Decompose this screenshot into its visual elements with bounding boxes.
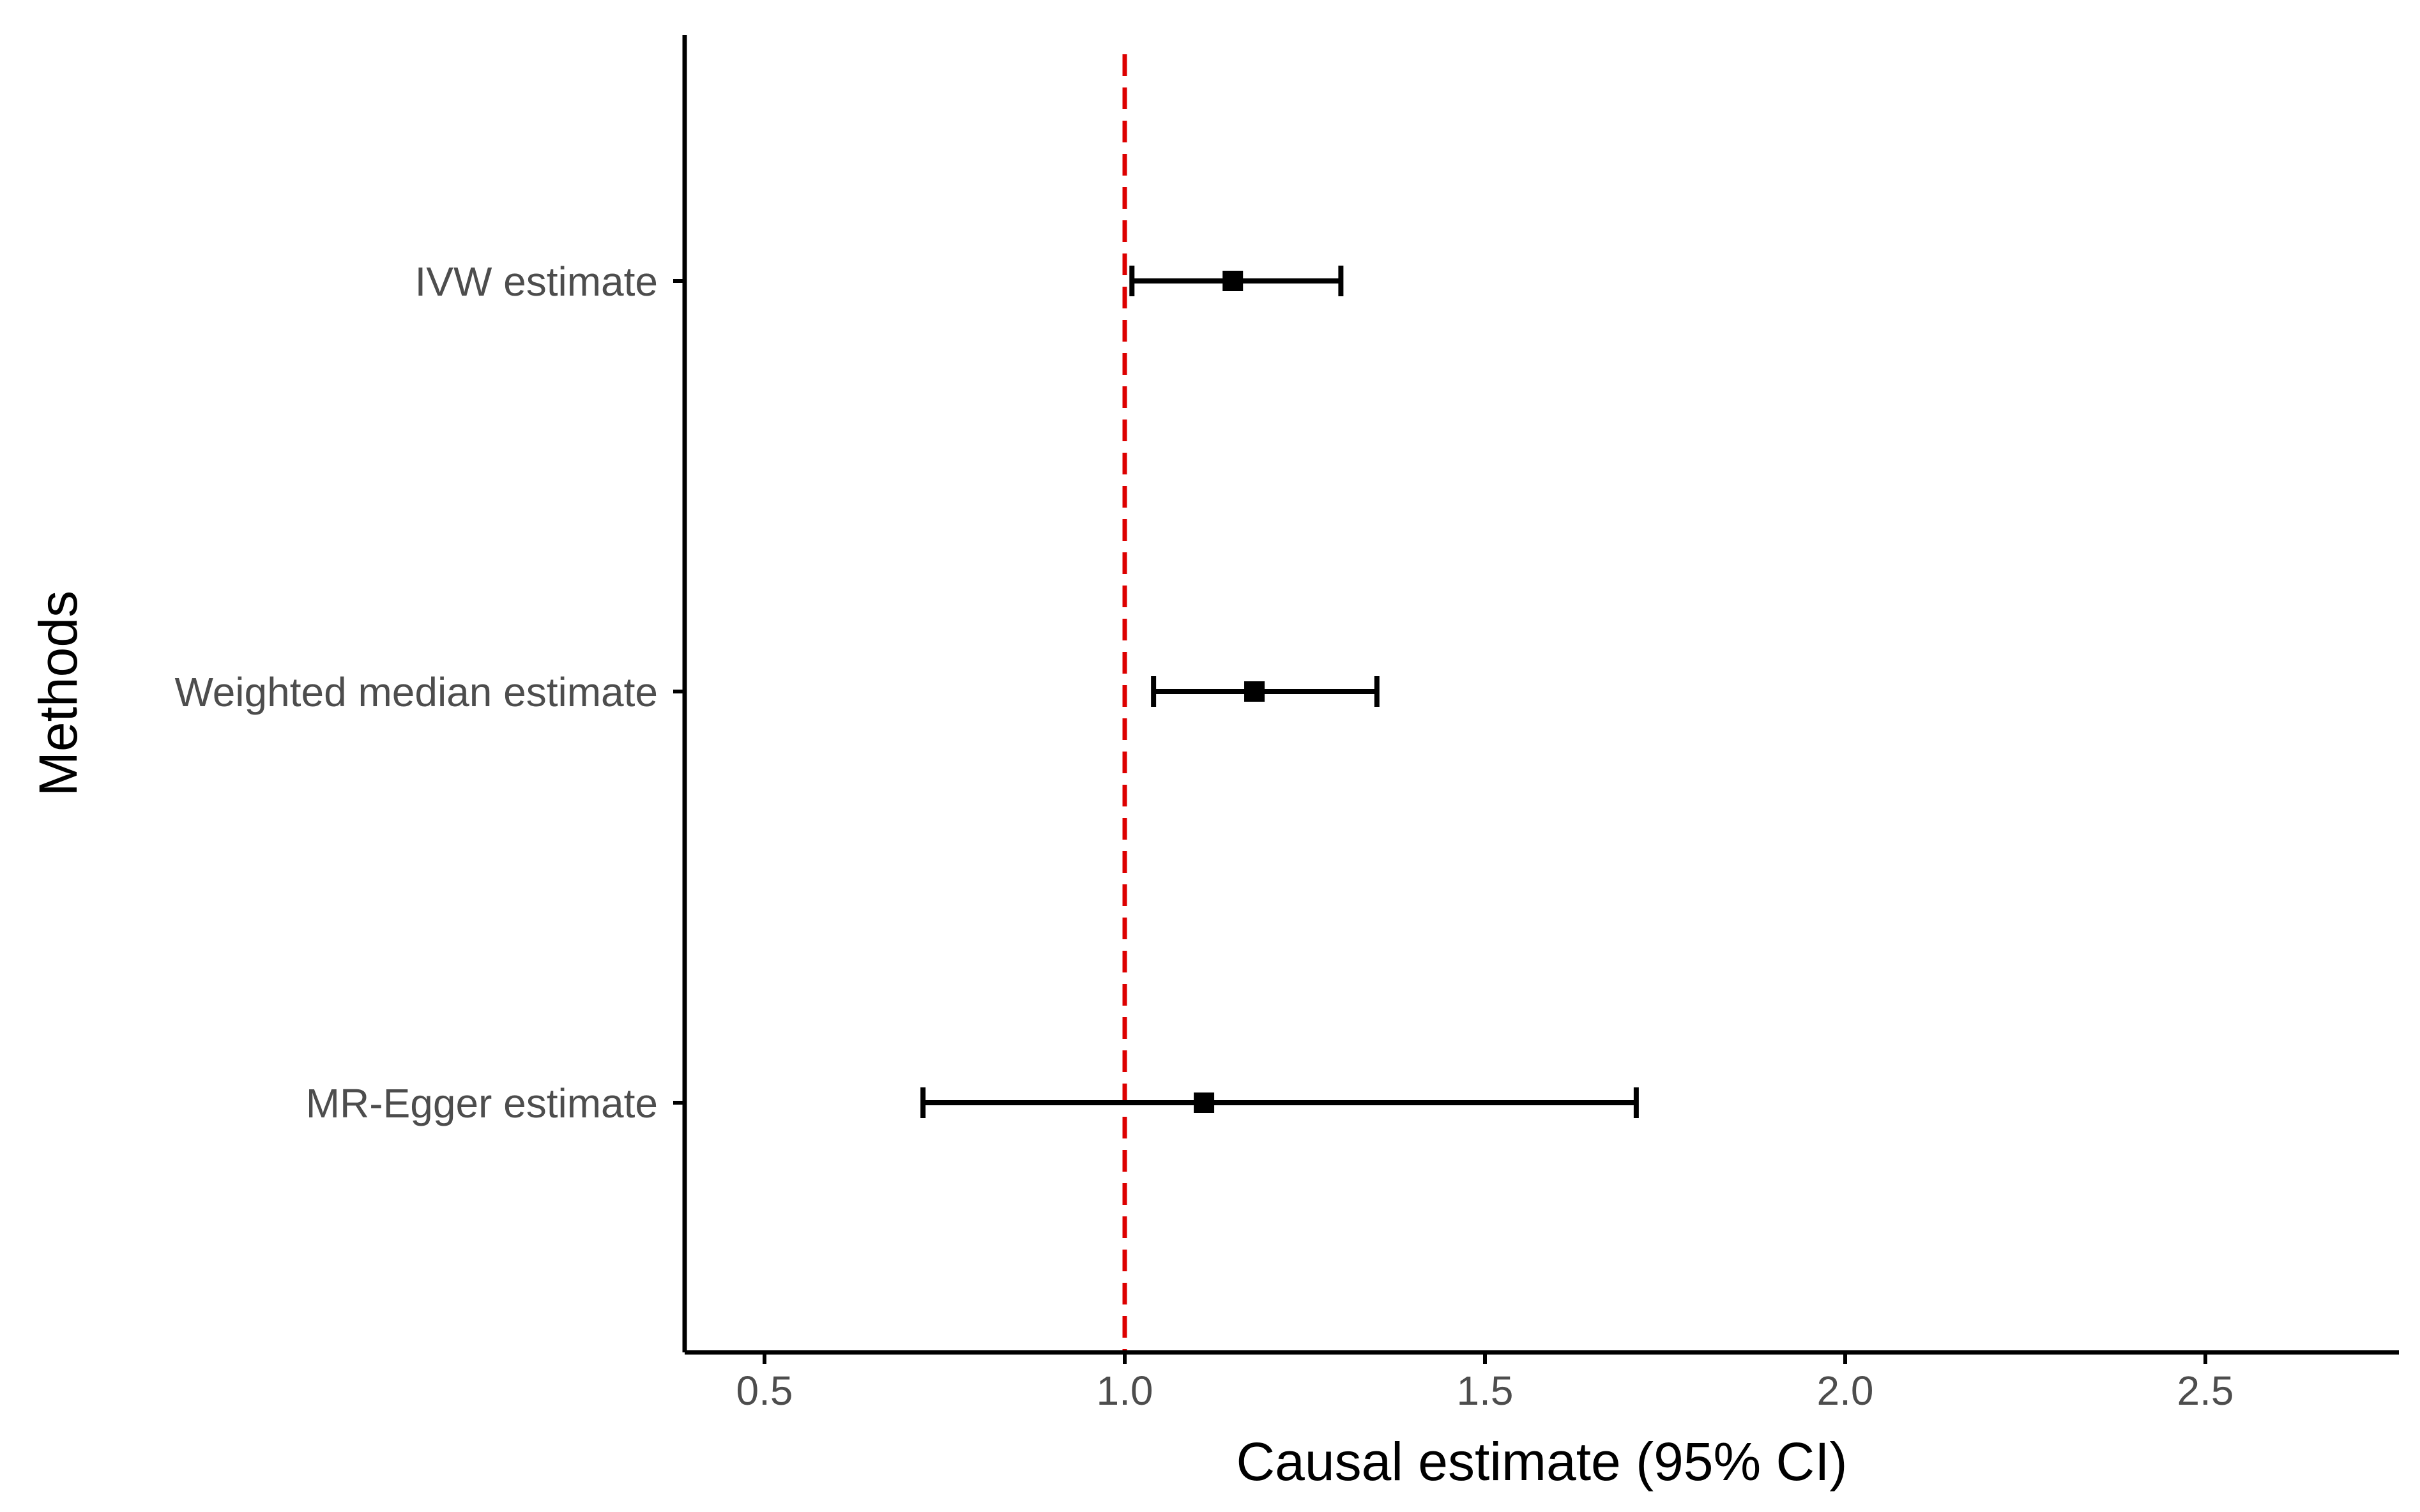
point-estimate [1244, 681, 1265, 702]
point-estimate [1222, 271, 1244, 291]
y-tick-label: Weighted median estimate [174, 669, 658, 715]
y-tick-label: MR-Egger estimate [306, 1080, 658, 1126]
x-axis-title: Causal estimate (95% CI) [1236, 1432, 1847, 1492]
plot-marks [920, 54, 1639, 1352]
x-tick-label: 2.0 [1817, 1368, 1874, 1414]
x-axis-ticks: 0.5 1.0 1.5 2.0 2.5 [736, 1352, 2234, 1414]
x-tick-label: 1.5 [1457, 1368, 1514, 1414]
x-tick-label: 0.5 [736, 1368, 793, 1414]
y-tick-label: IVW estimate [415, 259, 658, 305]
x-tick-label: 2.5 [2177, 1368, 2234, 1414]
point-estimate [1194, 1092, 1215, 1113]
x-tick-label: 1.0 [1097, 1368, 1153, 1414]
y-axis-ticks: IVW estimate Weighted median estimate MR-E… [174, 259, 685, 1126]
y-axis-title: Methods [28, 591, 88, 796]
